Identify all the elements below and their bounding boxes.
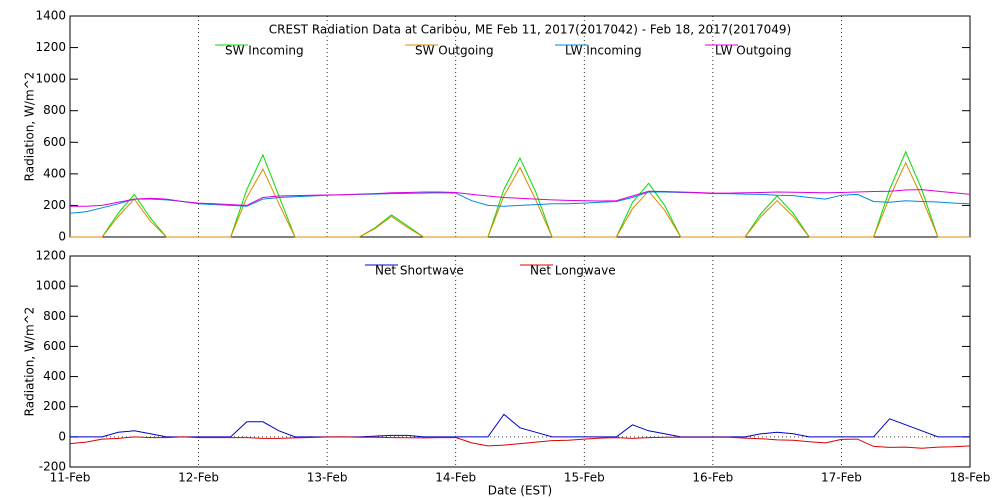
x-tick-label: 11-Feb <box>50 471 91 485</box>
y-tick-label: 200 <box>43 399 66 413</box>
legend-label: Net Longwave <box>530 264 616 278</box>
legend-label: LW Outgoing <box>715 44 792 58</box>
series-line <box>70 161 970 238</box>
series-line <box>70 150 970 238</box>
legend-label: LW Incoming <box>565 44 642 58</box>
x-tick-label: 16-Feb <box>692 471 733 485</box>
series-line <box>69 191 971 214</box>
legend-label: SW Incoming <box>225 44 304 58</box>
y-axis-label: Radiation, W/m^2 <box>23 307 37 417</box>
y-tick-label: 400 <box>43 369 66 383</box>
x-tick-label: 17-Feb <box>821 471 862 485</box>
y-tick-label: 1000 <box>35 279 66 293</box>
series-line <box>70 189 971 207</box>
y-tick-label: 0 <box>58 429 66 443</box>
legend-label: SW Outgoing <box>415 44 494 58</box>
y-tick-label: 400 <box>43 166 66 180</box>
x-tick-label: 15-Feb <box>564 471 605 485</box>
y-tick-label: 1200 <box>35 249 66 263</box>
x-tick-label: 14-Feb <box>435 471 476 485</box>
legend-label: Net Shortwave <box>375 264 464 278</box>
y-tick-label: -200 <box>39 460 66 474</box>
y-tick-label: 1000 <box>35 72 66 86</box>
y-tick-label: 200 <box>43 198 66 212</box>
chart-title: CREST Radiation Data at Caribou, ME Feb … <box>269 23 791 37</box>
series-line <box>69 436 971 449</box>
y-tick-label: 0 <box>58 230 66 244</box>
y-tick-label: 800 <box>43 309 66 323</box>
y-tick-label: 1400 <box>35 9 66 23</box>
y-tick-label: 800 <box>43 103 66 117</box>
plot-frame <box>69 255 971 468</box>
y-tick-label: 1200 <box>35 40 66 54</box>
x-tick-label: 13-Feb <box>307 471 348 485</box>
y-tick-label: 600 <box>43 135 66 149</box>
x-tick-label: 18-Feb <box>950 471 991 485</box>
plot-frame <box>69 15 971 238</box>
series-line <box>70 413 970 438</box>
x-tick-label: 12-Feb <box>178 471 219 485</box>
y-axis-label: Radiation, W/m^2 <box>23 72 37 182</box>
y-tick-label: 600 <box>43 339 66 353</box>
x-axis-label: Date (EST) <box>488 484 552 498</box>
